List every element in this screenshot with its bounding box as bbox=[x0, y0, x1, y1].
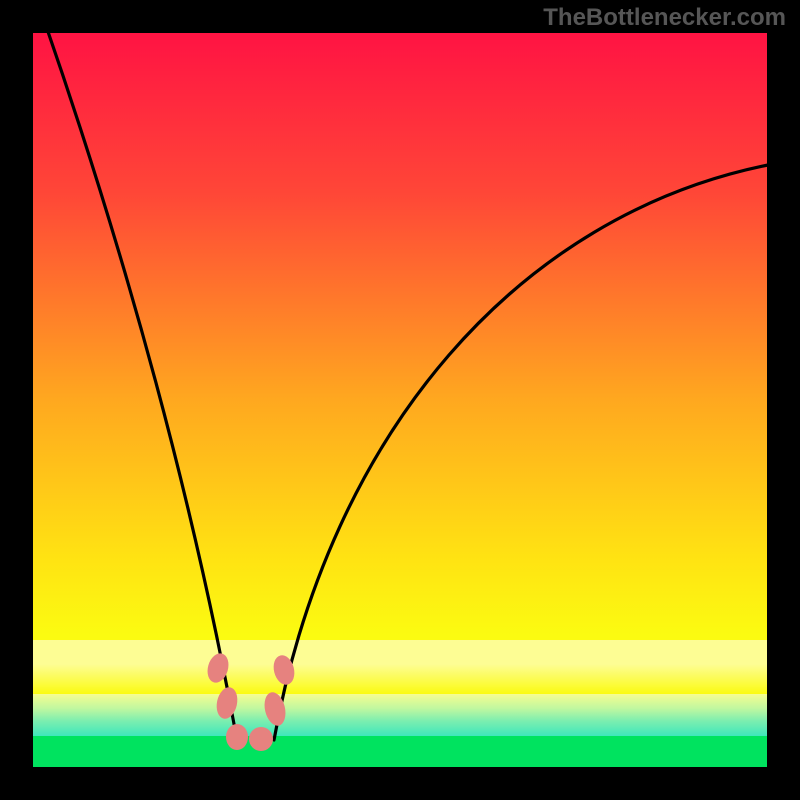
watermark-text: TheBottlenecker.com bbox=[543, 4, 786, 32]
green-bottom-band bbox=[33, 736, 767, 767]
pale-yellow-band bbox=[33, 640, 767, 694]
yellow-to-green-haze-band bbox=[33, 694, 767, 736]
